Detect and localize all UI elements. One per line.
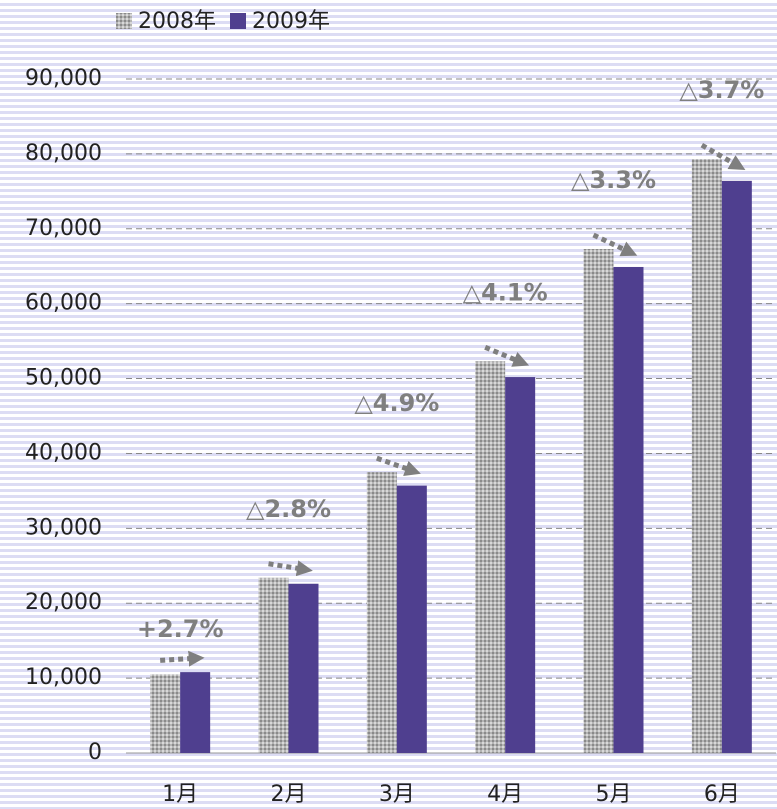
x-tick-label: 2月	[271, 782, 307, 807]
bar	[396, 485, 427, 753]
y-tick-label: 70,000	[25, 216, 102, 241]
bar	[366, 472, 397, 753]
change-annotation: △4.1%	[463, 278, 548, 306]
x-tick-label: 6月	[704, 782, 740, 807]
bar	[475, 361, 506, 753]
x-tick-label: 1月	[162, 782, 198, 807]
bar	[613, 266, 644, 753]
y-tick-label: 50,000	[25, 366, 102, 391]
bar	[150, 674, 181, 753]
change-annotation: △3.3%	[571, 166, 656, 194]
trend-arrow	[700, 142, 746, 171]
x-tick-label: 5月	[596, 782, 632, 807]
y-tick-label: 80,000	[25, 141, 102, 166]
x-tick-label: 3月	[379, 782, 415, 807]
y-tick-label: 30,000	[25, 515, 102, 540]
legend-label: 2008年	[138, 9, 216, 34]
bar	[583, 248, 614, 753]
bar	[288, 583, 319, 753]
bar	[721, 180, 752, 754]
legend-label: 2009年	[252, 9, 330, 34]
x-tick-label: 4月	[487, 782, 523, 807]
change-annotation: +2.7%	[137, 615, 224, 643]
bar	[180, 672, 211, 753]
legend-swatch	[116, 13, 132, 29]
change-annotation: △4.9%	[354, 389, 439, 417]
bar	[258, 577, 289, 753]
y-tick-label: 10,000	[25, 665, 102, 690]
trend-arrow	[268, 560, 313, 577]
y-tick-label: 90,000	[25, 66, 102, 91]
y-tick-label: 20,000	[25, 590, 102, 615]
bar	[505, 377, 536, 753]
trend-arrow	[375, 455, 421, 476]
y-tick-label: 40,000	[25, 440, 102, 465]
change-annotation: △3.7%	[679, 76, 764, 104]
trend-arrow	[160, 650, 205, 667]
legend-swatch	[230, 13, 246, 29]
y-tick-label: 60,000	[25, 291, 102, 316]
change-annotation: △2.8%	[246, 495, 331, 523]
trend-arrow	[592, 232, 638, 257]
y-tick-label: 0	[88, 740, 102, 765]
bar	[691, 159, 722, 753]
trend-arrow	[484, 345, 530, 367]
